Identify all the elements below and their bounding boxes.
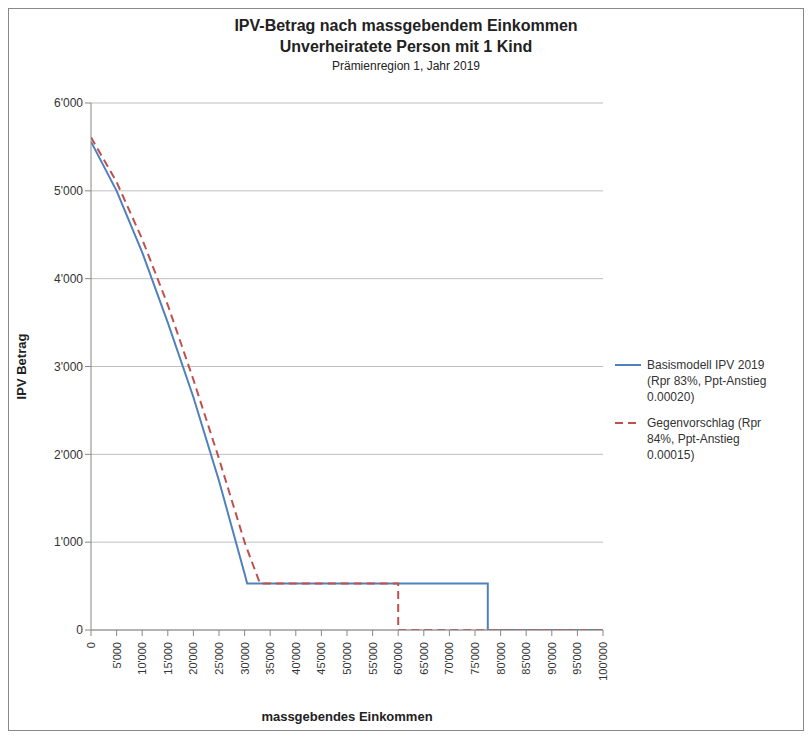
svg-text:4'000: 4'000: [54, 272, 83, 286]
svg-text:IPV Betrag: IPV Betrag: [14, 334, 29, 400]
svg-text:25'000: 25'000: [213, 642, 225, 675]
svg-text:15'000: 15'000: [162, 642, 174, 675]
svg-text:20'000: 20'000: [187, 642, 199, 675]
svg-text:30'000: 30'000: [239, 642, 251, 675]
svg-text:0: 0: [85, 642, 97, 648]
html-text:Unverheiratete Person mit 1 Ki: Unverheiratete Person mit 1 Kind: [279, 38, 533, 55]
svg-text:massgebendes Einkommen: massgebendes Einkommen: [261, 709, 432, 724]
html-text:Basismodell IPV 2019 (Rpr 83%,: Basismodell IPV 2019 (Rpr 83%, Ppt-Ansti…: [647, 358, 767, 404]
html-text:Gegenvorschlag (Rpr 84%, Ppt-A: Gegenvorschlag (Rpr 84%, Ppt-Anstieg 0.0…: [647, 416, 762, 462]
svg-text:90'000: 90'000: [546, 642, 558, 675]
html-text:Prämienregion 1, Jahr 2019: Prämienregion 1, Jahr 2019: [332, 59, 480, 73]
svg-text:65'000: 65'000: [418, 642, 430, 675]
svg-text:5'000: 5'000: [111, 642, 123, 669]
svg-text:3'000: 3'000: [54, 360, 83, 374]
svg-text:60'000: 60'000: [392, 642, 404, 675]
svg-text:10'000: 10'000: [136, 642, 148, 675]
svg-text:85'000: 85'000: [520, 642, 532, 675]
svg-text:75'000: 75'000: [469, 642, 481, 675]
svg-text:35'000: 35'000: [264, 642, 276, 675]
svg-text:5'000: 5'000: [54, 184, 83, 198]
svg-text:50'000: 50'000: [341, 642, 353, 675]
svg-text:40'000: 40'000: [290, 642, 302, 675]
svg-text:100'000: 100'000: [597, 642, 609, 681]
svg-text:1'000: 1'000: [54, 535, 83, 549]
svg-text:70'000: 70'000: [443, 642, 455, 675]
svg-text:0: 0: [76, 623, 83, 637]
html-text:IPV-Betrag nach massgebendem E: IPV-Betrag nach massgebendem Einkommen: [234, 17, 578, 34]
svg-text:45'000: 45'000: [315, 642, 327, 675]
svg-text:80'000: 80'000: [495, 642, 507, 675]
svg-text:95'000: 95'000: [571, 642, 583, 675]
svg-text:2'000: 2'000: [54, 448, 83, 462]
svg-text:55'000: 55'000: [367, 642, 379, 675]
svg-text:6'000: 6'000: [54, 97, 83, 110]
